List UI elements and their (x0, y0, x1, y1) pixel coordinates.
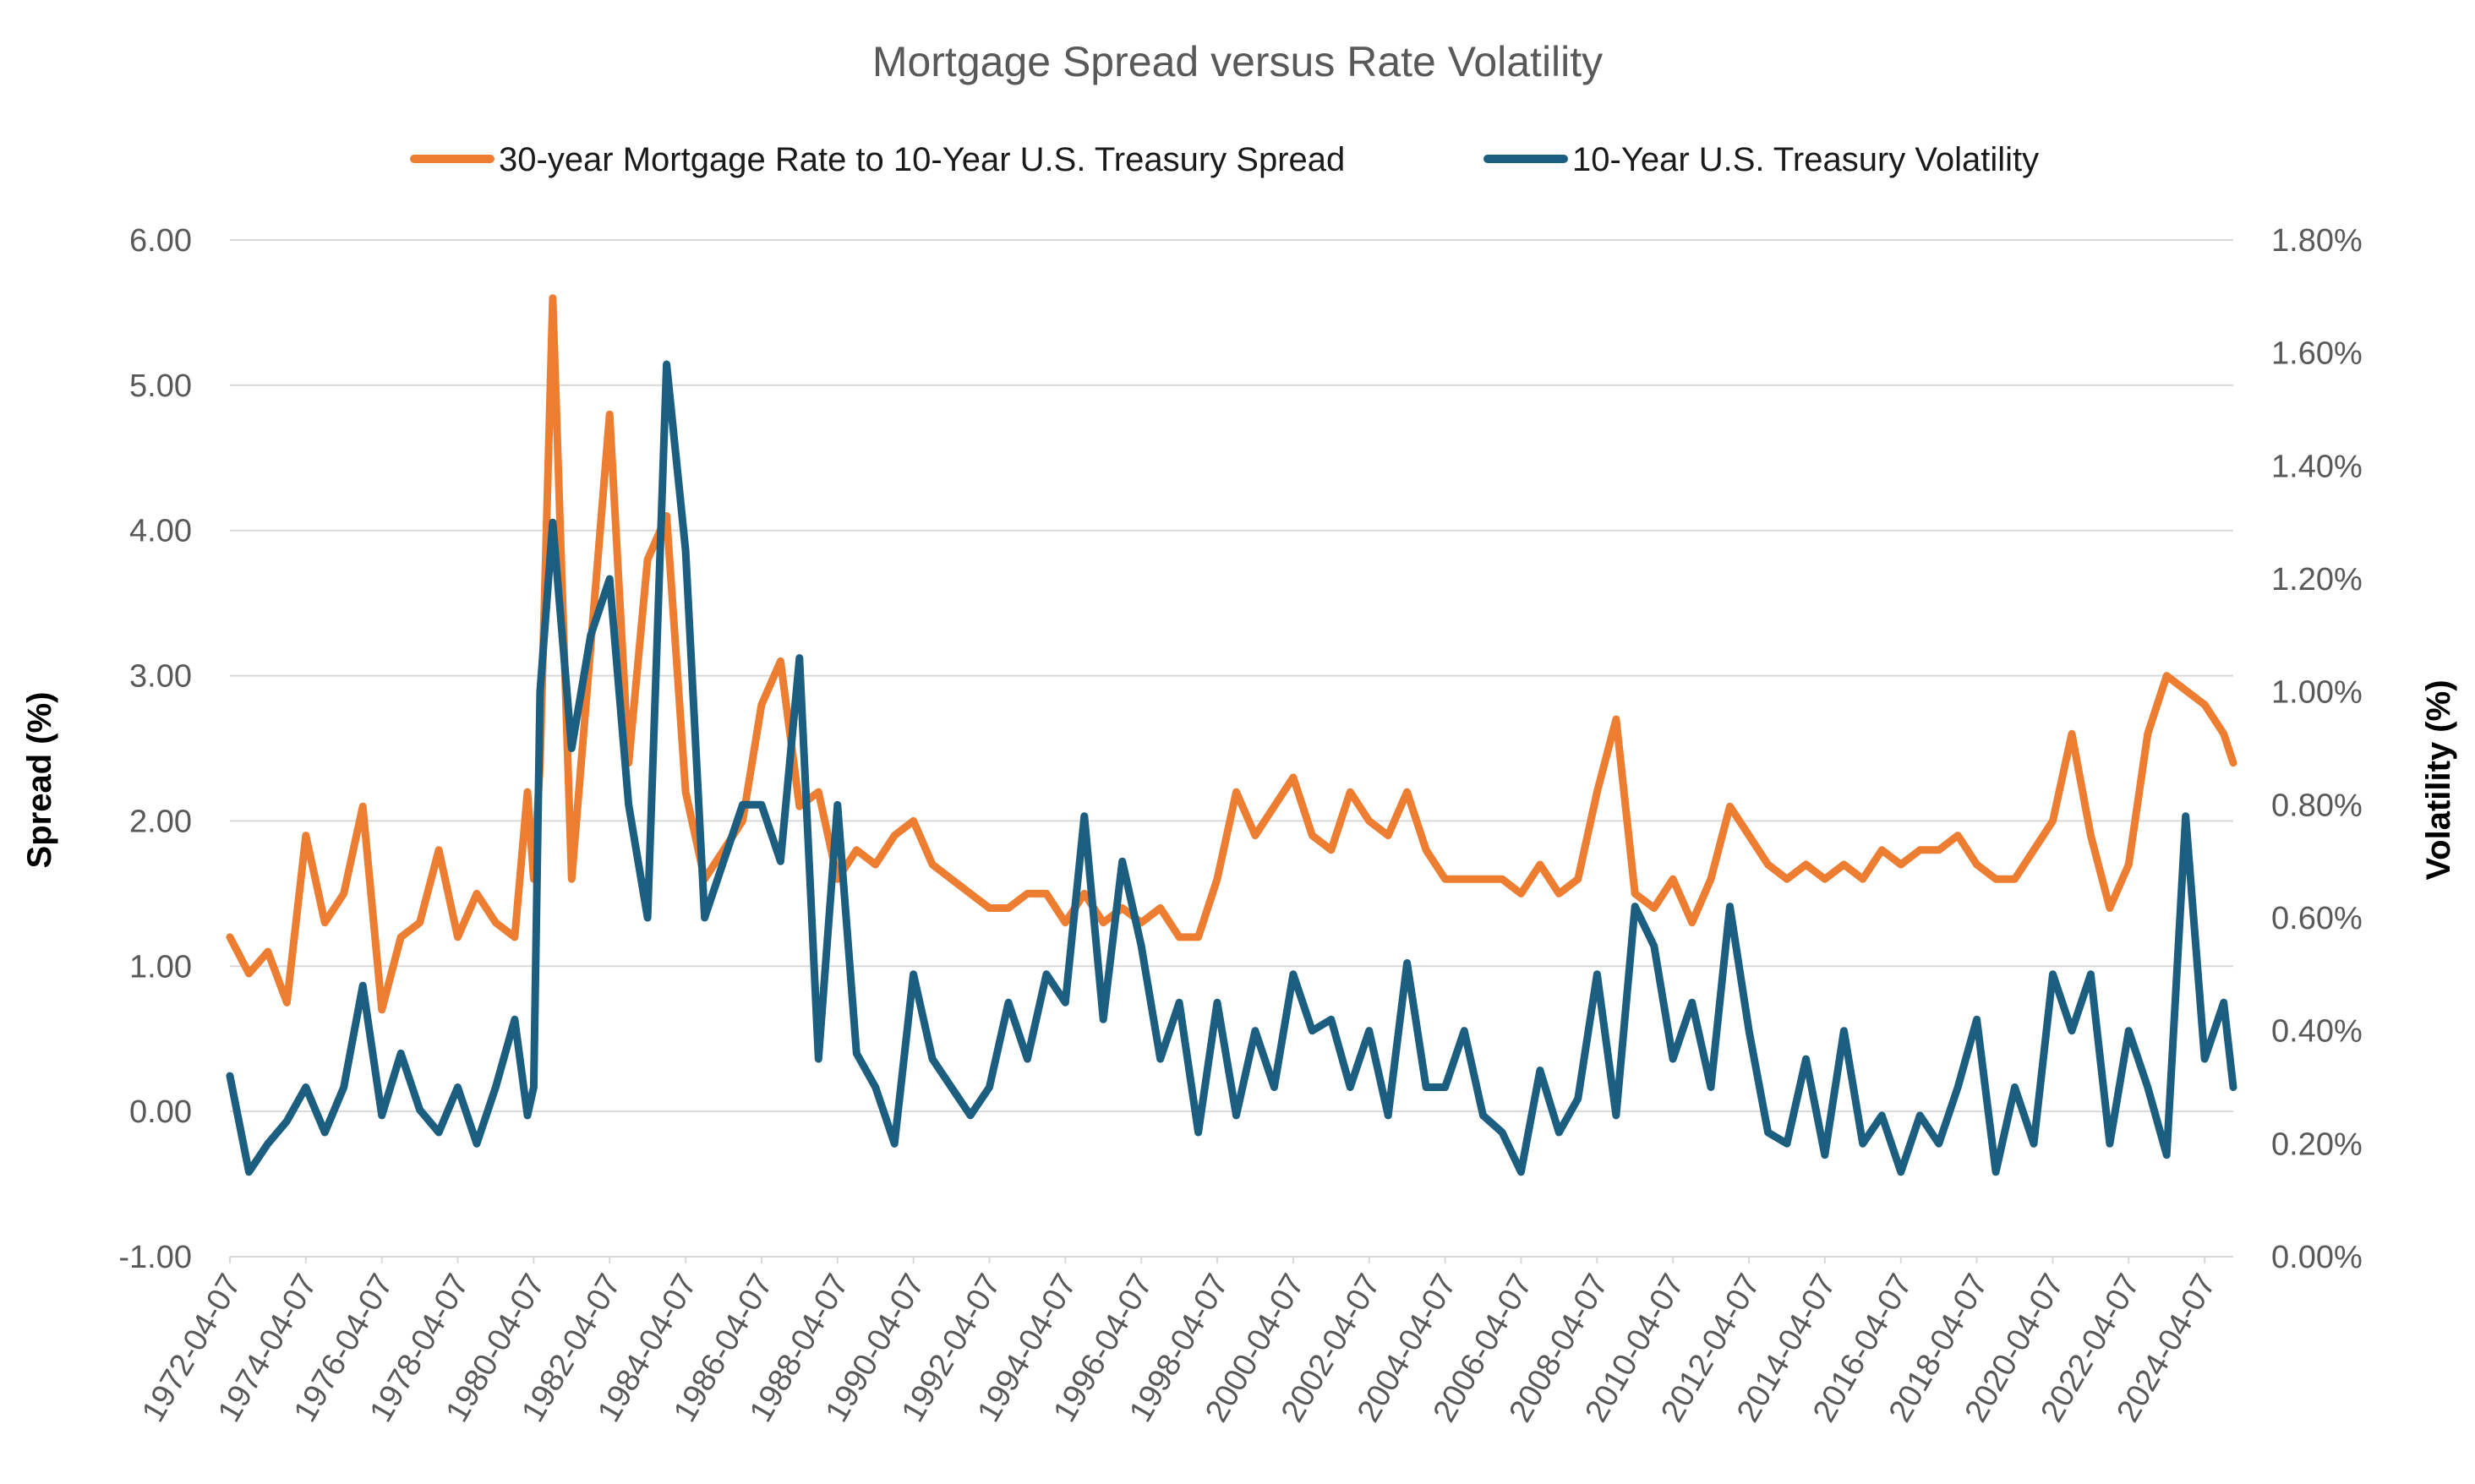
left-tick-label: 1.00 (129, 949, 192, 985)
legend-label-spread: 30-year Mortgage Rate to 10-Year U.S. Tr… (499, 141, 1345, 178)
series-line-volatility (226, 360, 2237, 1176)
right-tick-label: 0.20% (2271, 1127, 2363, 1162)
left-axis-title: Spread (%) (21, 692, 58, 869)
legend-label-volatility: 10-Year U.S. Treasury Volatility (1572, 141, 2039, 178)
left-tick-label: 4.00 (129, 514, 192, 549)
right-axis-ticks: 1.80% 1.60% 1.40% 1.20% 1.00% 0.80% 0.60% 0.40%… (2271, 223, 2363, 1275)
right-tick-label: 0.40% (2271, 1014, 2363, 1050)
series-layer (226, 294, 2237, 1176)
left-tick-label: 0.00 (129, 1094, 192, 1130)
left-tick-label: 3.00 (129, 659, 192, 695)
right-tick-label: 0.60% (2271, 901, 2363, 936)
left-axis-ticks: 6.00 5.00 4.00 3.00 2.00 1.00 0.00 -1.00 (118, 223, 192, 1275)
left-tick-label: 5.00 (129, 368, 192, 404)
right-tick-label: 1.40% (2271, 449, 2363, 484)
legend: 30-year Mortgage Rate to 10-Year U.S. Tr… (410, 141, 2039, 178)
right-tick-label: 1.00% (2271, 675, 2363, 711)
right-tick-label: 1.60% (2271, 336, 2363, 372)
left-tick-label: 2.00 (129, 804, 192, 839)
right-tick-label: 1.80% (2271, 223, 2363, 259)
right-axis-title: Volatility (%) (2420, 679, 2457, 880)
right-tick-label: 1.20% (2271, 562, 2363, 597)
right-tick-label: 0.80% (2271, 788, 2363, 823)
left-tick-label: -1.00 (118, 1240, 192, 1275)
right-tick-label: 0.00% (2271, 1240, 2363, 1275)
left-tick-label: 6.00 (129, 223, 192, 259)
chart-title: Mortgage Spread versus Rate Volatility (872, 38, 1603, 85)
